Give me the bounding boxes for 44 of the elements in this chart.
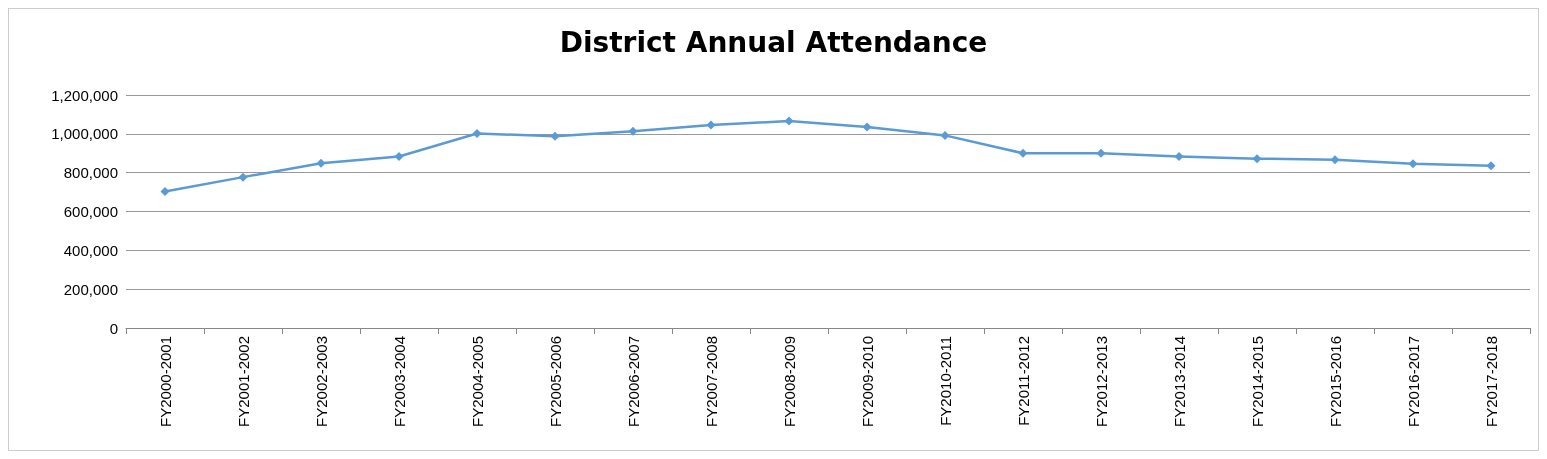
y-tick-label: 800,000 [63, 164, 118, 182]
point [472, 128, 482, 138]
x-tick-label: FY2010-2011 [936, 336, 954, 426]
x-tick-label: FY2000-2001 [156, 336, 174, 427]
point [160, 187, 170, 196]
y-tick-label: 1,200,000 [51, 86, 118, 104]
x-tick-label: FY2009-2010 [858, 336, 876, 427]
point [1174, 152, 1184, 162]
y-tick-label: 0 [109, 319, 118, 337]
x-tick-label: FY2014-2015 [1248, 336, 1266, 427]
x-tick-label: FY2011-2012 [1014, 336, 1032, 426]
chart-title: District Annual Attendance [559, 25, 988, 59]
x-tick-label: FY2001-2002 [234, 336, 252, 427]
point [1486, 161, 1496, 171]
point [940, 130, 950, 140]
y-tick-label: 600,000 [63, 203, 118, 220]
point [550, 131, 560, 141]
x-tick-label: FY2008-2009 [780, 336, 798, 427]
x-tick-label: FY2015-2016 [1326, 336, 1344, 427]
y-tick-label: 200,000 [63, 280, 118, 298]
point [628, 126, 638, 136]
y-tick-label: 400,000 [63, 241, 118, 259]
point [316, 158, 326, 168]
point [706, 120, 716, 130]
x-tick-label: FY2004-2005 [468, 336, 486, 427]
point [862, 122, 872, 132]
x-tick-label: FY2005-2006 [546, 336, 564, 427]
x-tick-label: FY2006-2007 [624, 336, 642, 427]
x-tick-label: FY2007-2008 [702, 336, 720, 427]
point [1408, 159, 1418, 169]
point [394, 152, 404, 162]
y-tick-label: 1,000,000 [51, 125, 118, 143]
point [1018, 148, 1028, 158]
x-tick-label: FY2017-2018 [1482, 336, 1500, 427]
x-tick-label: FY2002-2003 [312, 336, 330, 427]
x-tick-label: FY2016-2017 [1404, 336, 1422, 427]
point [1096, 148, 1106, 158]
point [238, 172, 248, 182]
x-tick-label: FY2012-2013 [1092, 336, 1110, 427]
x-tick-label: FY2003-2004 [390, 336, 408, 427]
point [784, 116, 794, 126]
point [1330, 155, 1340, 165]
point [1252, 154, 1262, 164]
x-tick-label: FY2013-2014 [1170, 336, 1188, 427]
